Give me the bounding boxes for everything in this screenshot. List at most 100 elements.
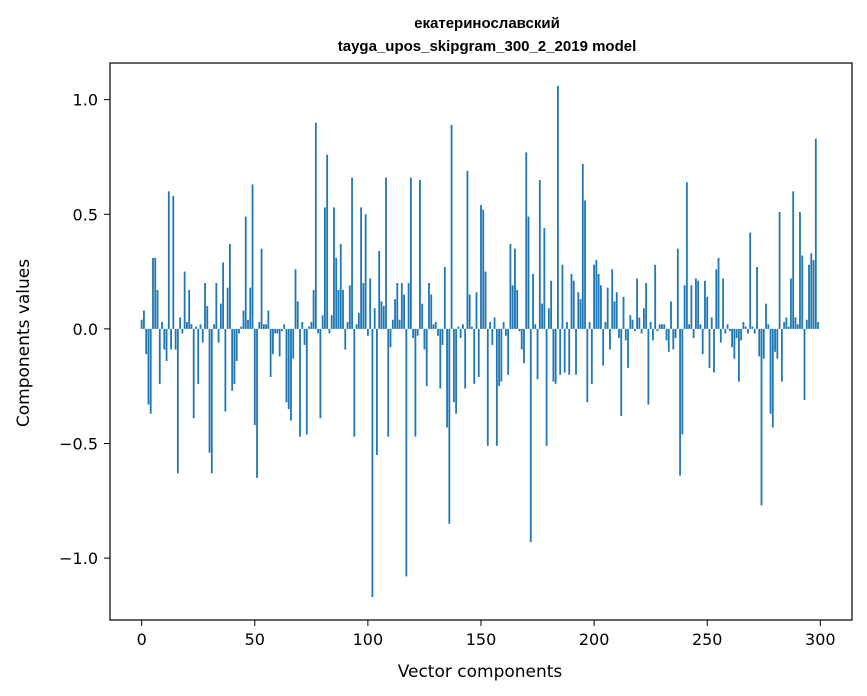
- bar-240: [683, 285, 686, 329]
- bar-213: [622, 296, 625, 329]
- bar-series: [140, 85, 819, 598]
- bar-156: [493, 317, 496, 329]
- bar-228: [656, 328, 659, 332]
- bar-289: [794, 317, 797, 329]
- bar-105: [378, 250, 381, 329]
- bar-67: [292, 328, 295, 359]
- bar-176: [538, 179, 541, 329]
- bar-88: [339, 244, 342, 329]
- bar-15: [174, 328, 177, 350]
- bar-108: [385, 177, 387, 329]
- bar-145: [468, 294, 471, 329]
- bar-256: [719, 328, 722, 343]
- bar-34: [217, 328, 220, 343]
- bar-167: [518, 328, 521, 332]
- bar-38: [226, 287, 229, 329]
- bar-125: [423, 328, 426, 350]
- bar-98: [362, 283, 365, 329]
- bar-133: [441, 328, 444, 345]
- bar-123: [419, 179, 421, 329]
- bar-283: [780, 328, 783, 382]
- bar-102: [371, 328, 374, 598]
- bar-118: [407, 283, 410, 329]
- bar-257: [722, 278, 724, 329]
- bar-104: [376, 328, 378, 455]
- bar-32: [213, 324, 215, 329]
- bar-206: [606, 287, 609, 329]
- bar-203: [599, 285, 602, 329]
- bar-181: [550, 280, 553, 329]
- bar-70: [299, 328, 301, 437]
- bar-157: [495, 328, 498, 446]
- bar-259: [726, 324, 729, 329]
- bar-93: [351, 177, 353, 329]
- bar-76: [312, 289, 315, 329]
- bar-202: [597, 273, 600, 329]
- bar-266: [742, 322, 745, 329]
- bar-174: [534, 324, 537, 329]
- bar-36: [222, 262, 225, 329]
- bar-117: [405, 328, 408, 577]
- bar-192: [575, 328, 577, 375]
- bar-168: [520, 328, 523, 350]
- bar-11: [165, 328, 168, 361]
- y-tick-label: 0.0: [73, 320, 98, 339]
- bar-60: [276, 328, 279, 334]
- bar-119: [409, 177, 412, 329]
- bar-164: [511, 285, 514, 329]
- bar-48: [249, 287, 252, 329]
- y-axis-label: Components values: [14, 259, 34, 427]
- bar-199: [590, 328, 593, 384]
- bar-221: [640, 328, 643, 334]
- bar-233: [667, 328, 670, 352]
- bar-37: [224, 328, 227, 412]
- bar-208: [611, 269, 614, 329]
- bar-85: [333, 207, 335, 329]
- bar-12: [167, 191, 170, 329]
- bar-13: [170, 328, 172, 350]
- bar-175: [536, 328, 539, 380]
- bar-130: [434, 322, 437, 329]
- bar-278: [769, 328, 772, 414]
- bar-165: [514, 248, 516, 329]
- bar-86: [335, 257, 338, 329]
- bar-49: [251, 184, 254, 329]
- bar-161: [504, 328, 507, 336]
- bar-211: [618, 328, 620, 339]
- bar-17: [179, 317, 182, 329]
- bar-141: [459, 328, 462, 339]
- bar-212: [620, 328, 623, 416]
- bar-40: [231, 328, 234, 391]
- bar-62: [281, 328, 283, 332]
- bar-140: [457, 326, 460, 329]
- bar-246: [697, 280, 700, 329]
- bar-136: [448, 328, 451, 524]
- x-tick-label: 150: [466, 630, 497, 649]
- bar-144: [466, 170, 469, 329]
- bar-288: [792, 191, 795, 329]
- bar-20: [186, 322, 188, 329]
- bar-8: [158, 328, 161, 384]
- bar-184: [557, 85, 559, 329]
- bar-162: [507, 328, 510, 375]
- bar-276: [765, 303, 767, 329]
- bar-188: [566, 322, 568, 329]
- chart-title: екатеринославский: [414, 15, 560, 32]
- bar-272: [756, 267, 758, 329]
- bar-2: [145, 328, 148, 355]
- bar-52: [258, 322, 261, 329]
- bar-245: [695, 278, 697, 329]
- bar-238: [679, 328, 681, 476]
- bar-294: [805, 319, 808, 329]
- bar-284: [783, 322, 786, 329]
- bar-200: [593, 264, 596, 329]
- bar-121: [414, 328, 417, 437]
- bar-287: [790, 278, 792, 329]
- bar-163: [509, 244, 512, 329]
- x-tick-label: 50: [245, 630, 265, 649]
- bar-151: [482, 209, 485, 329]
- bar-126: [425, 328, 428, 387]
- bar-146: [471, 326, 473, 329]
- bar-143: [464, 328, 467, 389]
- bar-291: [799, 211, 801, 329]
